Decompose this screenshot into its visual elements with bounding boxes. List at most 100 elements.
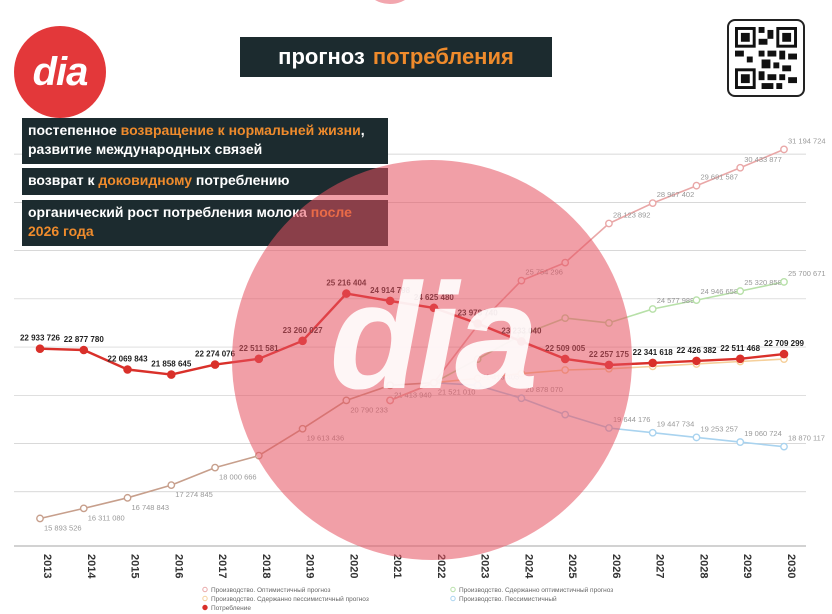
x-axis-ticks: 2013 2014 2015 2016 2017 2018 2019 2020 2021 2022…	[41, 554, 797, 579]
data-point-history	[342, 396, 351, 405]
data-point-pessimistic	[780, 442, 788, 451]
data-point-optimistic	[386, 396, 395, 405]
data-label-consumption: 22 426 382	[676, 346, 717, 355]
x-tick-label: 2020	[347, 554, 359, 578]
data-label-pessimistic: 19 644 176	[613, 415, 651, 424]
data-point-mod_optimistic	[561, 314, 570, 323]
data-point-pessimistic	[736, 438, 745, 446]
data-point-history	[254, 451, 263, 460]
data-point-history	[211, 463, 219, 472]
data-point-consumption	[35, 344, 45, 353]
data-point-mod_optimistic	[692, 296, 701, 305]
data-point-consumption	[692, 356, 701, 366]
data-point-optimistic	[736, 163, 745, 172]
data-point-consumption	[779, 349, 789, 359]
data-point-history	[386, 381, 395, 390]
data-point-pessimistic	[605, 424, 613, 432]
data-point-consumption	[166, 370, 176, 379]
series-line-history	[39, 381, 434, 520]
legend-marker-mod_pessimistic	[202, 595, 208, 602]
data-point-consumption	[298, 336, 307, 346]
data-point-consumption	[385, 296, 395, 306]
data-point-mod_optimistic	[648, 305, 657, 313]
x-tick-label: 2014	[85, 554, 97, 579]
data-label-history: 17 274 845	[175, 490, 213, 499]
note-organic-growth: органический рост потребления молока пос…	[22, 200, 388, 246]
data-label-mod_optimistic: 25 320 858	[744, 278, 782, 287]
data-label-consumption: 24 914 798	[370, 286, 411, 295]
data-point-consumption	[517, 337, 526, 346]
x-tick-label: 2025	[566, 554, 578, 578]
data-point-consumption	[79, 345, 89, 355]
series-line-pessimistic	[433, 381, 785, 448]
legend-marker-mod_optimistic	[450, 586, 456, 593]
data-label-pessimistic: 19 060 724	[744, 429, 782, 438]
x-tick-label: 2016	[172, 554, 184, 578]
data-point-consumption	[473, 319, 482, 328]
data-point-pessimistic	[517, 394, 526, 403]
chart-legend: Производство. Оптимистичный прогноз Произ…	[202, 586, 613, 612]
legend-label-pessimistic: Производство. Пессимистичный	[459, 595, 557, 603]
x-tick-label: 2026	[610, 554, 622, 578]
data-label-consumption: 21 858 645	[151, 360, 192, 369]
x-tick-label: 2013	[41, 554, 53, 578]
data-label-consumption: 22 511 581	[239, 344, 279, 353]
data-label-optimistic: 28 123 892	[613, 210, 651, 219]
data-label-consumption: 22 069 843	[108, 354, 149, 363]
data-label-optimistic: 31 194 724	[788, 136, 826, 145]
data-point-optimistic	[429, 378, 438, 387]
data-point-consumption	[648, 358, 658, 368]
note1-text-c: , развитие международных связей	[28, 122, 365, 157]
data-point-mod_optimistic	[780, 278, 788, 286]
note2-text-a: возврат к	[28, 172, 99, 188]
x-tick-label: 2030	[785, 554, 797, 578]
legend-marker-pessimistic	[450, 595, 456, 602]
data-label-optimistic: 29 691 587	[700, 173, 738, 182]
data-label-optimistic: 25 754 296	[525, 268, 563, 277]
x-tick-label: 2022	[435, 554, 447, 578]
legend-label-mod_pessimistic: Производство. Сдержанно пессимистичный п…	[211, 595, 369, 603]
data-label-mod_optimistic: 24 946 658	[700, 287, 738, 296]
data-point-mod_optimistic	[736, 287, 745, 295]
data-label-mod_optimistic: 25 700 671	[788, 269, 826, 278]
data-label-history: 16 311 080	[88, 513, 125, 522]
note-precovid-consumption: возврат к доковидному потреблению	[22, 168, 388, 195]
data-label-consumption: 22 257 175	[589, 350, 630, 359]
note3-text-a: органический рост потребления молока	[28, 204, 311, 220]
data-point-pessimistic	[648, 428, 657, 437]
data-label-consumption: 22 933 726	[20, 334, 61, 343]
data-point-consumption	[342, 289, 351, 298]
data-point-optimistic	[648, 199, 657, 208]
legend-marker-consumption	[202, 604, 208, 611]
data-point-mod_pessimistic	[561, 366, 570, 374]
data-label-consumption: 23 978 740	[458, 308, 499, 317]
data-label-history: 21 521 010	[438, 388, 476, 397]
data-point-optimistic	[561, 258, 570, 267]
x-tick-label: 2023	[479, 554, 491, 578]
x-tick-label: 2024	[522, 554, 534, 579]
data-point-consumption	[560, 354, 570, 364]
data-label-pessimistic: 19 447 734	[657, 420, 695, 429]
data-point-optimistic	[780, 145, 788, 154]
x-tick-label: 2028	[697, 554, 709, 578]
data-point-pessimistic	[473, 381, 482, 390]
note2-text-c: потреблению	[192, 172, 290, 188]
data-point-history	[167, 481, 176, 490]
note2-text-b: доковидному	[98, 172, 193, 188]
data-label-consumption: 22 341 618	[633, 348, 674, 357]
data-label-consumption: 22 509 005	[545, 344, 586, 353]
data-label-history: 19 613 436	[307, 434, 345, 443]
data-point-pessimistic	[561, 410, 570, 419]
data-point-history	[123, 493, 132, 502]
data-point-history	[298, 424, 307, 433]
note-return-to-normal: постепенное возвращение к нормальней жиз…	[22, 118, 388, 164]
data-label-consumption: 22 709 299	[764, 339, 805, 348]
page-title: прогноз потребления	[240, 37, 552, 77]
data-label-history: 20 790 233	[350, 405, 388, 414]
data-label-optimistic: 30 433 877	[744, 155, 782, 164]
data-label-consumption: 23 233 040	[501, 326, 542, 335]
data-point-history	[36, 514, 44, 523]
data-point-optimistic	[517, 276, 526, 285]
data-point-optimistic	[692, 181, 701, 190]
